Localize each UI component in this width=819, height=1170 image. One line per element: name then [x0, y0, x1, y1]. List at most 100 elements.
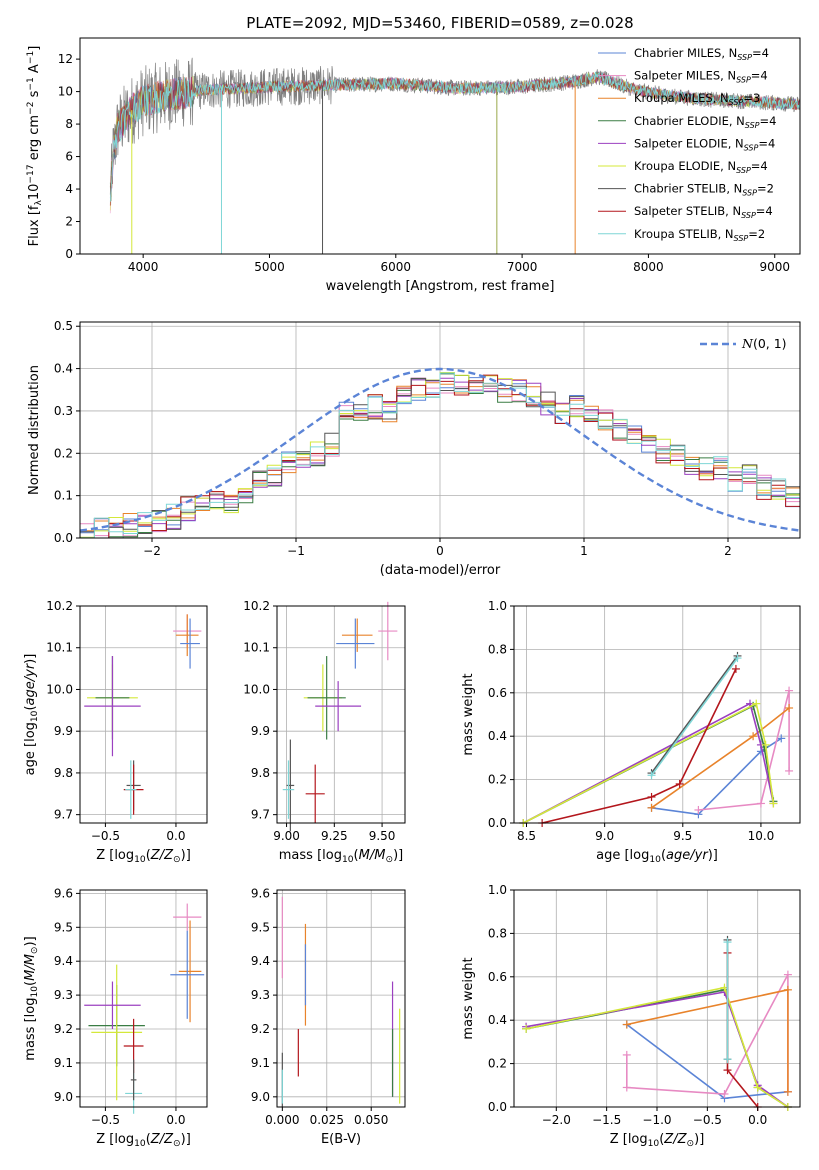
- y-tick-label: 9.3: [251, 988, 270, 1002]
- y-tick-label: 0.8: [488, 642, 507, 656]
- y-tick-label: 9.4: [54, 954, 73, 968]
- y-tick-label: 10.2: [46, 599, 73, 613]
- mass-weight-series-line: [523, 702, 775, 824]
- legend-entry: Kroupa ELODIE, NSSP=4: [634, 159, 768, 175]
- plot-frame: [79, 605, 208, 824]
- x-tick-label: −1: [287, 544, 305, 558]
- legend-entry: N(0, 1): [741, 336, 787, 351]
- x-tick-label: 2: [724, 544, 732, 558]
- x-tick-label: 5000: [254, 260, 285, 274]
- chart-mass-vs-Z: −0.5 0.0 9.0 9.1 9.2 9.3 9.4 9.5 9.6 Z [log10(Z/Z…: [23, 886, 208, 1149]
- y-tick-label: 0: [65, 247, 73, 261]
- x-axis-label: E(B-V): [321, 1132, 361, 1147]
- residual-histogram-step: [80, 372, 800, 538]
- x-tick-label: 9.0: [595, 829, 614, 843]
- x-tick-label: −0.5: [91, 829, 120, 843]
- x-axis-label: mass [log10(M/M⊙)]: [279, 848, 403, 865]
- y-tick-label: 0.2: [488, 1057, 507, 1071]
- mass-weight-series-line: [523, 702, 775, 824]
- x-tick-label: 1: [580, 544, 588, 558]
- chart-age-vs-Z: −0.5 0.0 9.7 9.8 9.9 10.0 10.1 10.2 Z [log10(Z/Z…: [23, 599, 208, 865]
- y-tick-label: 0.4: [54, 362, 73, 376]
- mass-weight-series-line: [726, 952, 759, 1108]
- x-tick-label: 9.5: [673, 829, 692, 843]
- y-tick-label: 9.0: [251, 1090, 270, 1104]
- model-spectrum-line: [109, 71, 800, 206]
- mass-weight-series-line: [525, 986, 789, 1108]
- chart-mass-vs-ebv: 0.000 0.025 0.050 9.0 9.1 9.2 9.3 9.4 9.5 9.6 E(B-…: [251, 886, 406, 1147]
- y-tick-label: 0.3: [54, 404, 73, 418]
- y-tick-label: 0.0: [488, 1100, 507, 1114]
- legend-entry: Kroupa MILES, NSSP=3: [634, 91, 760, 107]
- x-tick-label: 4000: [128, 260, 159, 274]
- x-axis-label: Z [log10(Z/Z⊙)]: [610, 1132, 705, 1149]
- mass-weight-series-line: [698, 690, 790, 811]
- mass-weight-series-line: [541, 668, 737, 824]
- legend-entry: Kroupa STELIB, NSSP=2: [634, 227, 765, 243]
- y-tick-label: 0.6: [488, 686, 507, 700]
- y-tick-label: 9.1: [251, 1056, 270, 1070]
- chart-mass-weight-vs-Z: −2.0 −1.5 −1.0 −0.5 0.0 0.0 0.2 0.4 0.6 0.8 1.0 Z […: [461, 883, 801, 1149]
- x-tick-label: −0.5: [693, 1113, 722, 1127]
- x-axis-label: (data-model)/error: [380, 563, 501, 578]
- y-tick-label: 10.0: [46, 682, 73, 696]
- plot-frame: [79, 889, 208, 1108]
- y-tick-label: 10.0: [243, 682, 270, 696]
- chart-age-vs-mass: 9.00 9.25 9.50 9.7 9.8 9.9 10.0 10.1 10.2 mass [l…: [243, 599, 406, 865]
- legend-entry: Salpeter MILES, NSSP=4: [634, 69, 768, 85]
- gaussian-reference-curve: [79, 367, 801, 532]
- y-tick-label: 10.2: [243, 599, 270, 613]
- y-tick-label: 0.5: [54, 319, 73, 333]
- y-tick-label: 0.0: [54, 531, 73, 545]
- y-tick-label: 9.8: [251, 766, 270, 780]
- chart-spectrum: 4000 5000 6000 7000 8000 9000 0 2 4 6 8 10 12 wavelen…: [26, 37, 801, 294]
- legend-entry: Chabrier STELIB, NSSP=2: [634, 182, 774, 198]
- y-axis-label: Normed distribution: [27, 365, 42, 495]
- mass-weight-series-line: [650, 657, 739, 776]
- x-tick-label: 9000: [759, 260, 790, 274]
- y-tick-label: 9.7: [251, 808, 270, 822]
- y-axis-label: mass [log10(M/M⊙)]: [23, 936, 40, 1060]
- y-axis-label: mass weight: [461, 957, 476, 1039]
- y-tick-label: 0.0: [488, 816, 507, 830]
- mass-weight-series-line: [650, 655, 739, 774]
- figure-title: PLATE=2092, MJD=53460, FIBERID=0589, z=0…: [246, 14, 633, 32]
- y-tick-label: 9.3: [54, 988, 73, 1002]
- x-tick-label: −2: [143, 544, 161, 558]
- x-tick-label: 0.0: [748, 1113, 767, 1127]
- plot-frame: [513, 605, 801, 824]
- x-tick-label: 0.050: [354, 1113, 388, 1127]
- chart-mass-weight-vs-age: 8.5 9.0 9.5 10.0 0.0 0.2 0.4 0.6 0.8 1.0 age [log1…: [461, 599, 801, 865]
- x-tick-label: 0.0: [166, 1113, 185, 1127]
- y-axis-label: Flux [fλ10−17 erg cm−2 s−1 A−1]: [26, 46, 44, 247]
- y-tick-label: 9.6: [54, 886, 73, 900]
- x-tick-label: 0.0: [166, 829, 185, 843]
- x-tick-label: 6000: [381, 260, 412, 274]
- x-tick-label: −0.5: [91, 1113, 120, 1127]
- y-tick-label: 9.5: [54, 920, 73, 934]
- x-tick-label: 9.25: [321, 829, 348, 843]
- y-tick-label: 9.6: [251, 886, 270, 900]
- x-tick-label: 0: [436, 544, 444, 558]
- legend-entry: Salpeter STELIB, NSSP=4: [634, 204, 773, 220]
- y-tick-label: 9.5: [251, 920, 270, 934]
- mass-weight-series-line: [651, 737, 782, 816]
- y-tick-label: 9.1: [54, 1056, 73, 1070]
- y-tick-label: 4: [65, 182, 73, 196]
- x-tick-label: 8.5: [517, 829, 536, 843]
- x-tick-label: −1.5: [592, 1113, 621, 1127]
- histogram-steps: [80, 372, 800, 538]
- y-tick-label: 2: [65, 215, 73, 229]
- x-tick-label: 9.50: [369, 829, 396, 843]
- legend-entry: Chabrier MILES, NSSP=4: [634, 46, 769, 62]
- y-tick-label: 8: [65, 117, 73, 131]
- x-tick-label: 8000: [633, 260, 664, 274]
- y-tick-label: 0.4: [488, 729, 507, 743]
- plot-frame: [276, 889, 406, 1108]
- y-tick-label: 9.7: [54, 808, 73, 822]
- y-tick-label: 10.1: [46, 641, 73, 655]
- y-tick-label: 9.4: [251, 954, 270, 968]
- spectrum-lines: [109, 57, 800, 254]
- y-tick-label: 9.2: [251, 1022, 270, 1036]
